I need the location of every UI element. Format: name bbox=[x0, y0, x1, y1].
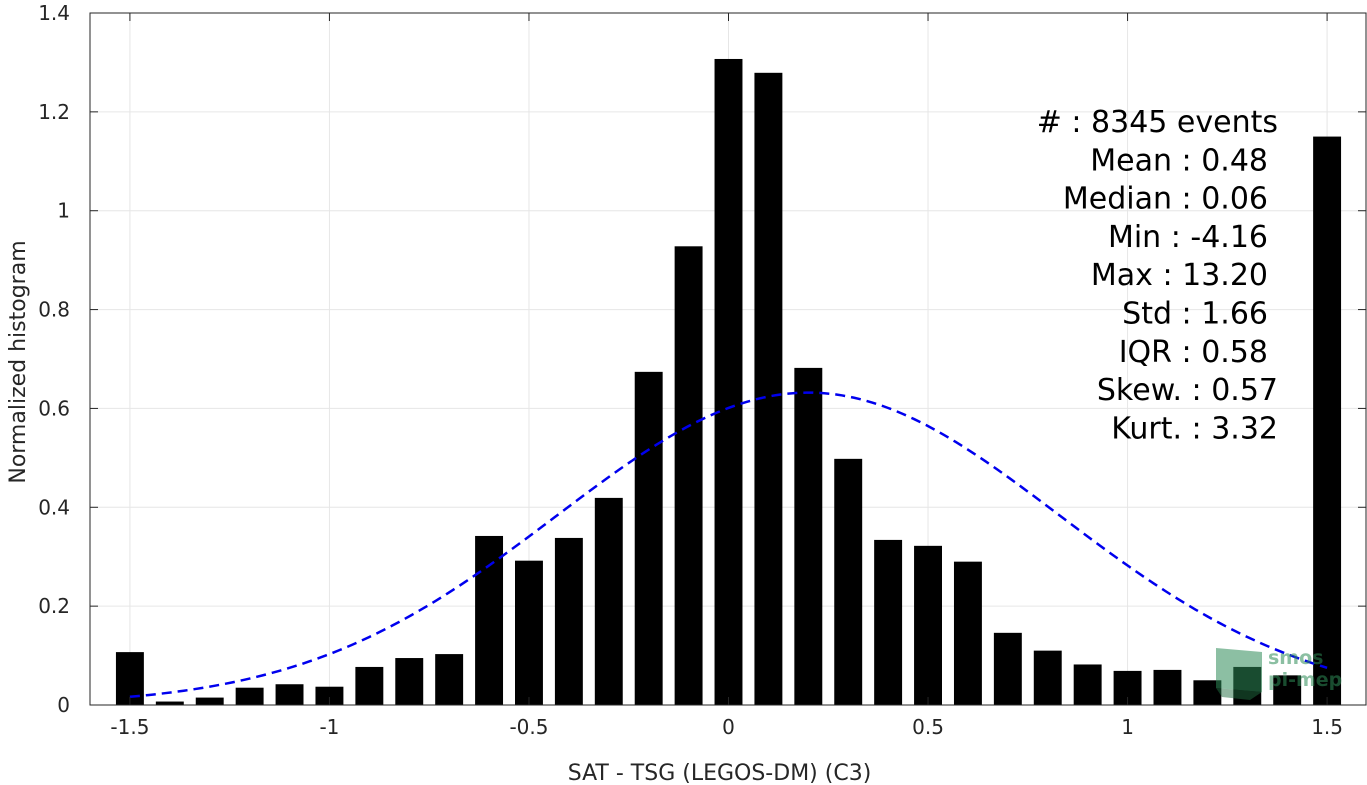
histogram-bar bbox=[914, 545, 942, 705]
stat-line: Skew. : 0.57 bbox=[1097, 373, 1278, 408]
x-tick-label: 0 bbox=[722, 715, 735, 739]
histogram-bar bbox=[475, 535, 504, 705]
normal-fit-curve bbox=[129, 391, 1328, 699]
histogram-bar bbox=[155, 701, 184, 705]
histogram-bar bbox=[993, 632, 1022, 705]
y-axis-ticks: 0 0.2 0.4 0.6 0.8 1 1.2 1.4 bbox=[38, 1, 1366, 717]
histogram-bar bbox=[1313, 136, 1342, 706]
histogram-bar bbox=[594, 497, 623, 705]
stat-line: Median : 0.06 bbox=[1063, 182, 1268, 217]
histogram-bar bbox=[554, 537, 583, 705]
histogram-bar bbox=[674, 246, 703, 705]
y-tick-label: 0.8 bbox=[38, 298, 70, 322]
histogram-bars bbox=[115, 58, 1342, 706]
smos-pimep-logo: smos pi-mep bbox=[1216, 647, 1342, 700]
histogram-bar bbox=[395, 658, 424, 705]
y-tick-label: 0.4 bbox=[38, 495, 70, 519]
x-tick-label: -0.5 bbox=[509, 715, 548, 739]
x-tick-label: 1 bbox=[1121, 715, 1134, 739]
logo-text-line1: smos bbox=[1268, 647, 1323, 669]
stat-line: # : 8345 events bbox=[1037, 105, 1278, 140]
y-tick-label: 1 bbox=[57, 199, 70, 223]
x-tick-label: 1.5 bbox=[1311, 715, 1343, 739]
stat-line: IQR : 0.58 bbox=[1119, 335, 1268, 370]
y-tick-label: 0 bbox=[57, 693, 70, 717]
stat-line: Kurt. : 3.32 bbox=[1111, 411, 1278, 446]
histogram-bar bbox=[435, 654, 464, 705]
stat-line: Min : -4.16 bbox=[1108, 220, 1268, 255]
x-axis-ticks: -1.5 -1 -0.5 0 0.5 1 1.5 bbox=[110, 13, 1343, 739]
histogram-bar bbox=[1273, 675, 1302, 705]
logo-shadow-icon bbox=[1216, 688, 1262, 700]
y-tick-label: 1.4 bbox=[38, 1, 70, 25]
logo-text-line2: pi-mep bbox=[1268, 669, 1342, 691]
stat-line: Std : 1.66 bbox=[1122, 297, 1268, 332]
x-tick-label: 0.5 bbox=[912, 715, 944, 739]
histogram-bar bbox=[634, 371, 663, 705]
histogram-bar bbox=[195, 697, 224, 705]
histogram-bar bbox=[315, 686, 344, 705]
histogram-bar bbox=[275, 684, 304, 705]
y-axis-label: Normalized histogram bbox=[6, 240, 31, 483]
stat-line: Max : 13.20 bbox=[1091, 258, 1268, 293]
histogram-bar bbox=[1153, 669, 1182, 705]
histogram-bar bbox=[515, 560, 543, 705]
y-tick-label: 1.2 bbox=[38, 100, 70, 124]
y-tick-label: 0.2 bbox=[38, 594, 70, 618]
x-axis-label: SAT - TSG (LEGOS-DM) (C3) bbox=[568, 761, 872, 785]
y-tick-label: 0.6 bbox=[38, 396, 70, 420]
x-tick-label: -1 bbox=[319, 715, 339, 739]
histogram-bar bbox=[235, 687, 264, 705]
histogram-bar bbox=[834, 458, 863, 705]
histogram-bar bbox=[1073, 664, 1102, 705]
histogram-bar bbox=[355, 666, 384, 705]
logo-square-icon bbox=[1216, 648, 1262, 692]
x-tick-label: -1.5 bbox=[110, 715, 149, 739]
histogram-bar bbox=[1033, 650, 1062, 705]
histogram-bar bbox=[754, 72, 783, 705]
histogram-bar bbox=[874, 539, 903, 705]
stat-line: Mean : 0.48 bbox=[1090, 143, 1268, 178]
histogram-bar bbox=[953, 561, 982, 705]
histogram-bar bbox=[794, 367, 823, 705]
histogram-bar bbox=[714, 58, 743, 706]
